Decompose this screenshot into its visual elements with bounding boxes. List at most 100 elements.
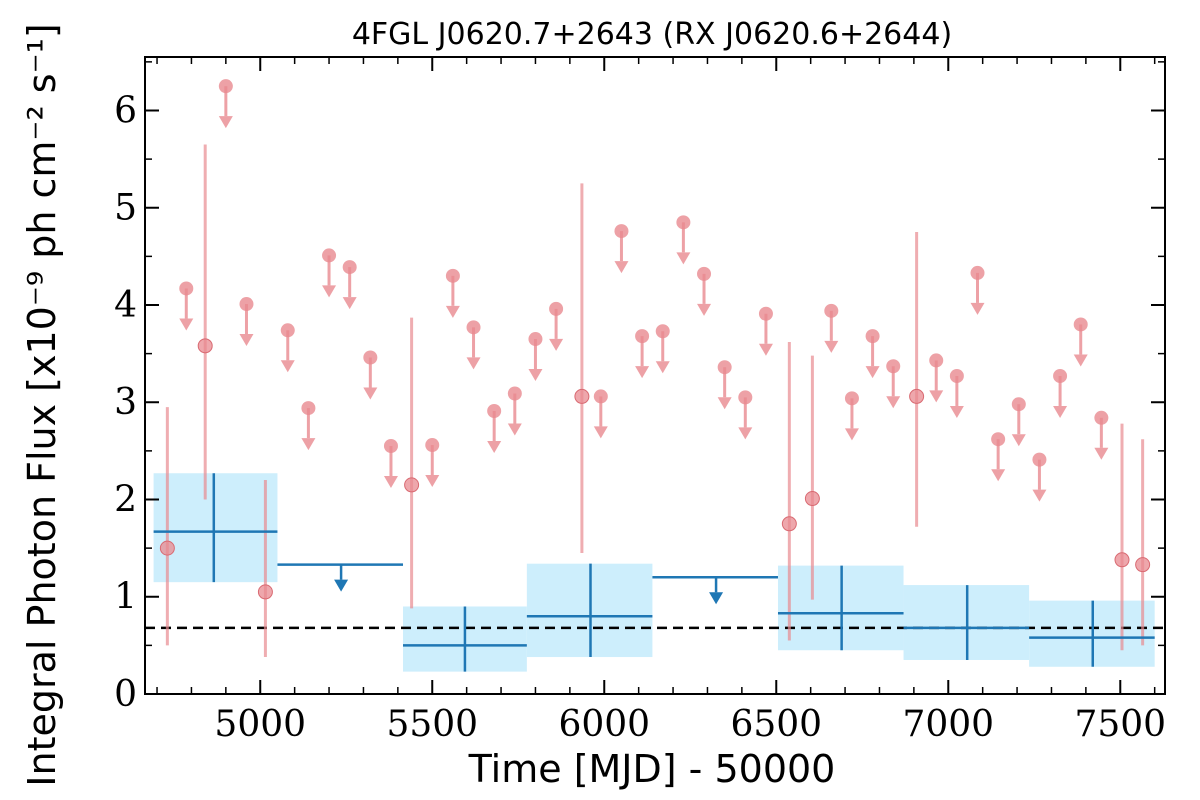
long-bin-upper-limit-arrow-head <box>334 579 349 592</box>
short-bin-upper-limit-point <box>487 403 502 418</box>
short-bin-upper-limit-point <box>1032 452 1047 467</box>
short-bin-upper-limit-arrow-head <box>697 303 712 316</box>
x-tick-label: 5500 <box>386 704 478 745</box>
long-bin-upper-limit-arrow-head <box>709 592 724 605</box>
short-bin-upper-limit-arrow-head <box>593 426 608 439</box>
short-bin-upper-limit-arrow-head <box>929 390 944 403</box>
short-bin-upper-limit-arrow-head <box>179 318 194 331</box>
short-bin-upper-limit-arrow-head <box>758 343 773 356</box>
axes: 5000 5500 6000 6500 7000 7500 0 1 2 3 4 5 6 <box>114 56 1166 745</box>
short-bin-upper-limit-arrow-head <box>322 285 337 298</box>
short-bin-upper-limit-arrow-head <box>239 334 254 347</box>
short-bin-upper-limit-point <box>844 391 859 406</box>
short-bin-upper-limit-arrow-head <box>844 428 859 441</box>
short-bin-upper-limit-point <box>655 324 670 339</box>
x-axis-label: Time [MJD] - 50000 <box>468 747 836 791</box>
short-bin-upper-limit-arrow-head <box>383 476 398 489</box>
short-bin-upper-limit-point <box>1073 317 1088 332</box>
short-bin-upper-limit-arrow-head <box>1073 354 1088 367</box>
x-tick-label: 7000 <box>902 704 994 745</box>
short-bin-point <box>909 388 925 404</box>
short-bin-upper-limit-point <box>635 329 650 344</box>
short-bin-upper-limit-point <box>824 303 839 318</box>
short-bin-upper-limit-point <box>549 301 564 316</box>
short-bin-upper-limit-point <box>383 439 398 454</box>
short-bin-upper-limit-arrow-head <box>528 369 543 382</box>
short-bin-upper-limit-point <box>949 368 964 383</box>
short-bin-upper-limit-point <box>1011 397 1026 412</box>
plot-frame <box>144 56 1166 695</box>
y-tick-label: 5 <box>114 188 137 229</box>
short-bin-upper-limit-point <box>758 306 773 321</box>
y-axis-label: Integral Photon Flux [x10⁻⁹ ph cm⁻² s⁻¹] <box>20 23 64 786</box>
short-bin-upper-limit-arrow-head <box>635 366 650 379</box>
short-bin-upper-limit-point <box>929 353 944 368</box>
short-bin-upper-limit-arrow-head <box>1011 434 1026 447</box>
short-bin-point <box>1135 557 1151 573</box>
short-bin-upper-limit-arrow-head <box>549 338 564 351</box>
short-bin-upper-limit-point <box>363 350 378 365</box>
short-bin-upper-limit-arrow-head <box>280 360 295 373</box>
short-bin-upper-limit-point <box>1094 410 1109 425</box>
short-bin-point <box>159 540 175 556</box>
short-bin-upper-limit-point <box>738 390 753 405</box>
short-bin-upper-limit-arrow-head <box>218 116 233 129</box>
short-bin-upper-limit-point <box>507 386 522 401</box>
short-bin-upper-limit-arrow-head <box>824 340 839 353</box>
short-bin-upper-limit-arrow-head <box>865 366 880 379</box>
short-bin-point <box>781 516 797 532</box>
short-bin-upper-limit-arrow-head <box>425 475 440 488</box>
short-bin-upper-limit-point <box>466 320 481 335</box>
short-bin-upper-limit-point <box>239 297 254 312</box>
x-tick-label: 6500 <box>730 704 822 745</box>
short-bin-upper-limit-arrow-head <box>886 396 901 409</box>
y-tick-label: 0 <box>114 674 137 715</box>
short-bin-upper-limit-point <box>676 215 691 230</box>
short-bin-upper-limit-arrow-head <box>717 397 732 410</box>
short-bin-upper-limit-arrow-head <box>363 387 378 400</box>
short-bin-upper-limit-arrow-head <box>466 357 481 370</box>
short-bin-point <box>197 338 213 354</box>
short-bin-upper-limit-point <box>218 79 233 94</box>
short-bin-upper-limit-point <box>717 360 732 375</box>
short-bin-upper-limit-point <box>445 268 460 283</box>
short-bin-upper-limit-point <box>425 438 440 453</box>
short-bin-upper-limit-point <box>865 329 880 344</box>
y-tick-label: 4 <box>114 285 137 326</box>
short-bin-upper-limit-arrow-head <box>445 305 460 318</box>
short-bin-point <box>804 491 820 507</box>
long-bin-band <box>153 473 278 583</box>
y-tick-label: 1 <box>114 577 137 618</box>
short-bin-upper-limit-point <box>614 224 629 239</box>
short-bin-upper-limit-point <box>342 260 357 275</box>
short-bin-upper-limit-point <box>970 265 985 280</box>
y-tick-label: 2 <box>114 479 137 520</box>
short-bin-point <box>574 388 590 404</box>
x-tick-label: 6000 <box>558 704 650 745</box>
short-bin-upper-limit-point <box>179 281 194 296</box>
short-bin-upper-limit-arrow-head <box>655 361 670 374</box>
short-bin-upper-limit-point <box>280 323 295 338</box>
x-tick-label: 7500 <box>1074 704 1166 745</box>
short-bin-point <box>1114 552 1130 568</box>
chart-title: 4FGL J0620.7+2643 (RX J0620.6+2644) <box>352 17 952 52</box>
long-bin-bands <box>153 473 1155 672</box>
short-bin-series <box>159 79 1151 658</box>
short-bin-upper-limit-point <box>301 401 316 416</box>
y-tick-label: 6 <box>114 90 137 131</box>
short-bin-upper-limit-arrow-head <box>1094 447 1109 460</box>
short-bin-upper-limit-arrow-head <box>301 438 316 451</box>
short-bin-upper-limit-point <box>322 248 337 263</box>
short-bin-upper-limit-arrow-head <box>1053 405 1068 418</box>
short-bin-upper-limit-arrow-head <box>342 297 357 310</box>
short-bin-upper-limit-point <box>528 332 543 347</box>
short-bin-upper-limit-arrow-head <box>738 427 753 440</box>
short-bin-upper-limit-point <box>1053 368 1068 383</box>
short-bin-upper-limit-point <box>593 389 608 404</box>
short-bin-upper-limit-point <box>697 266 712 281</box>
short-bin-point <box>257 584 273 600</box>
short-bin-upper-limit-arrow-head <box>970 302 985 315</box>
short-bin-upper-limit-arrow-head <box>949 405 964 418</box>
short-bin-upper-limit-point <box>886 359 901 374</box>
